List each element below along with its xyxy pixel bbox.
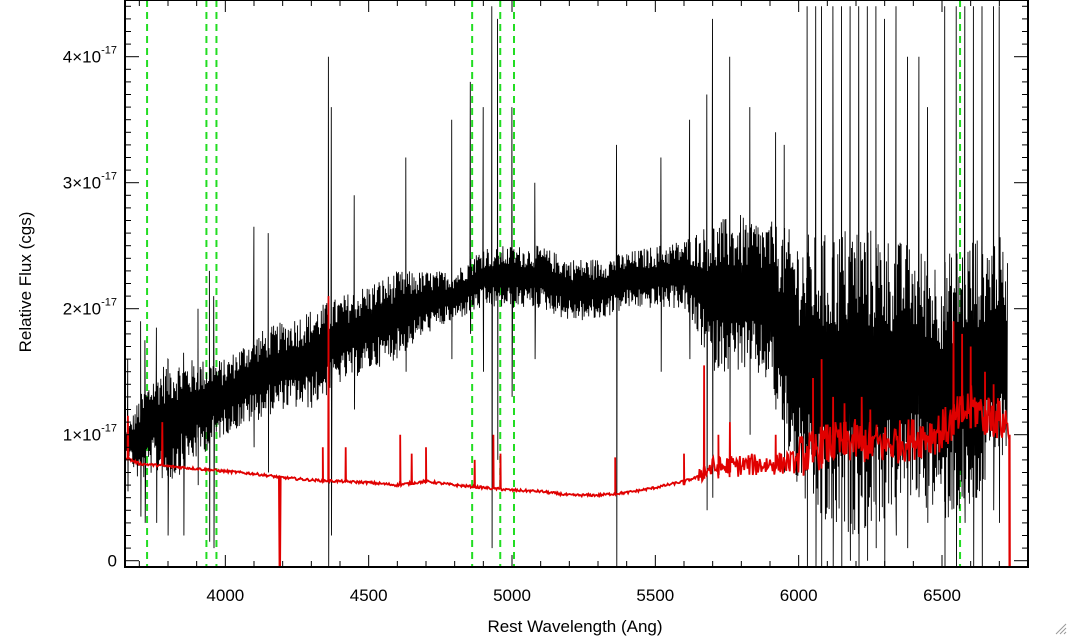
x-tick-label: 6500: [923, 586, 961, 605]
x-tick-labels: 4000 4500 5000 5500 6000 6500: [206, 586, 960, 605]
y-axis-label: Relative Flux (cgs): [16, 212, 35, 353]
x-tick-label: 4000: [206, 586, 244, 605]
x-tick-label: 5000: [493, 586, 531, 605]
y-tick-labels: 0 1×10-17 2×10-17 3×10-17 4×10-17: [63, 45, 117, 571]
axes: [124, 0, 1029, 568]
model-spectrum: [125, 296, 1028, 567]
observed-spectrum: [125, 6, 1008, 567]
y-tick-label: 1×10-17: [63, 423, 117, 445]
x-axis-label: Rest Wavelength (Ang): [487, 617, 662, 636]
y-tick-label: 0: [108, 552, 117, 571]
y-tick-label: 3×10-17: [63, 171, 117, 193]
resize-grip-icon[interactable]: [1055, 623, 1067, 635]
x-tick-label: 5500: [636, 586, 674, 605]
observed-spectrum-line: [125, 6, 1008, 567]
x-tick-label: 6000: [780, 586, 818, 605]
x-tick-label: 4500: [350, 586, 388, 605]
y-tick-label: 2×10-17: [63, 297, 117, 319]
model-spectrum-line: [125, 296, 1028, 567]
y-tick-label: 4×10-17: [63, 45, 117, 67]
